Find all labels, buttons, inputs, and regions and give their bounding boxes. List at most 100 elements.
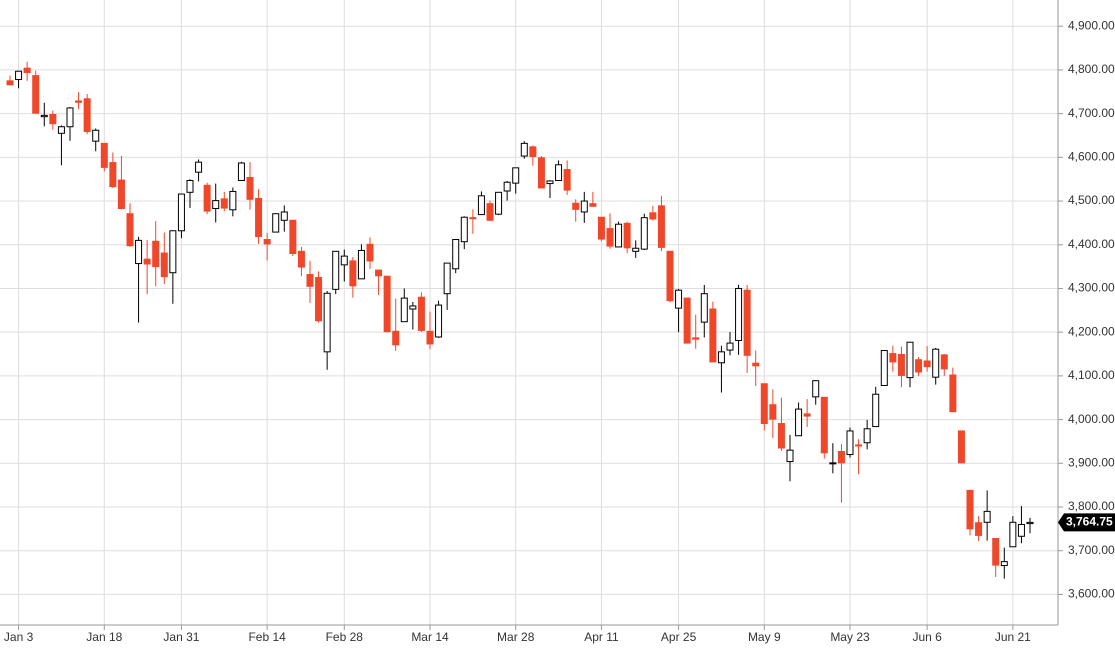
candle-body (529, 146, 537, 157)
candle-body (503, 181, 511, 192)
candle-body (417, 296, 425, 331)
y-tick-label: 4,900.00 (1068, 18, 1115, 32)
candle-body (803, 413, 811, 417)
candle-body (435, 304, 443, 338)
candle-body (426, 330, 434, 345)
candle-body (735, 287, 743, 341)
y-tick-label: 4,500.00 (1068, 193, 1115, 207)
x-tick-label: May 23 (830, 630, 870, 644)
x-tick-label: Jun 6 (912, 630, 942, 644)
candle-body (357, 249, 365, 280)
candle-body (683, 297, 691, 344)
candle-body (649, 212, 657, 220)
y-tick-label: 3,600.00 (1068, 587, 1115, 601)
candle-body (795, 408, 803, 437)
candle-body (1009, 521, 1017, 548)
candle-body (246, 176, 254, 200)
candle-body (177, 193, 185, 232)
candle-body (726, 342, 734, 351)
candle-body (872, 393, 880, 428)
candle-body (1000, 561, 1008, 567)
candle-body (469, 217, 477, 220)
x-tick-label: Feb 28 (326, 630, 364, 644)
candle-body (409, 305, 417, 310)
candle-body (392, 330, 400, 346)
candle-body (66, 107, 74, 128)
candle-body (332, 250, 340, 290)
y-tick-label: 4,300.00 (1068, 281, 1115, 295)
candle-body (349, 260, 357, 287)
candle-body (589, 203, 597, 207)
candle-body (237, 162, 245, 182)
candle-body (837, 450, 845, 464)
candle-body (657, 205, 665, 248)
candle-body (186, 180, 194, 193)
candle-body (297, 250, 305, 268)
candle-body (315, 277, 323, 322)
x-tick-label: Jan 31 (163, 630, 199, 644)
candle-body (949, 374, 957, 413)
candle-body (555, 164, 563, 182)
candle-body (512, 167, 520, 184)
candle-body (289, 219, 297, 254)
candle-body (117, 179, 125, 209)
candle-body (786, 449, 794, 463)
last-price-label: 3,764.75 (1066, 515, 1113, 529)
candle-body (366, 243, 374, 262)
candle-body (169, 230, 177, 274)
candle-body (443, 262, 451, 295)
candle-body (769, 404, 777, 420)
candle-body (400, 297, 408, 323)
x-tick-label: May 9 (748, 630, 781, 644)
candle-body (272, 213, 280, 233)
candle-body (100, 142, 108, 168)
candle-body (520, 142, 528, 157)
candle-body (906, 341, 914, 379)
candle-body (829, 462, 837, 465)
candle-body (546, 180, 554, 185)
candle-body (717, 351, 725, 364)
candle-body (777, 423, 785, 449)
candle-body (203, 184, 211, 212)
candle-body (160, 252, 168, 278)
x-tick-label: Apr 25 (661, 630, 697, 644)
candle-body (923, 360, 931, 368)
y-tick-label: 3,800.00 (1068, 499, 1115, 513)
x-tick-label: Apr 11 (584, 630, 619, 644)
y-tick-label: 4,800.00 (1068, 62, 1115, 76)
candle-body (460, 216, 468, 243)
candle-body (49, 114, 57, 125)
y-tick-label: 4,000.00 (1068, 412, 1115, 426)
candle-body (40, 114, 48, 118)
candle-body (743, 289, 751, 356)
candle-body (640, 217, 648, 250)
candle-body (606, 228, 614, 247)
x-tick-label: Mar 14 (411, 630, 449, 644)
candle-body (340, 255, 348, 266)
candle-body (109, 162, 117, 188)
candle-body (623, 222, 631, 249)
candle-body (940, 354, 948, 370)
candle-body (675, 289, 683, 309)
candle-body (760, 383, 768, 425)
candle-body (820, 396, 828, 454)
candle-body (863, 428, 871, 444)
x-tick-label: Feb 14 (248, 630, 286, 644)
candle-body (306, 273, 314, 287)
candle-body (75, 100, 83, 103)
candle-body (666, 250, 674, 302)
y-tick-label: 4,100.00 (1068, 368, 1115, 382)
candle-body (135, 239, 143, 265)
candle-body (992, 537, 1000, 566)
x-tick-label: Mar 28 (497, 630, 535, 644)
candle-body (615, 223, 623, 248)
candle-body (709, 308, 717, 363)
candle-body (452, 239, 460, 270)
candle-body (143, 258, 151, 265)
candle-body (255, 197, 263, 237)
candle-body (597, 216, 605, 240)
candle-body (1026, 521, 1034, 525)
candle-body (280, 211, 288, 221)
candle-body (1017, 523, 1025, 537)
last-price-tag (1058, 513, 1115, 532)
